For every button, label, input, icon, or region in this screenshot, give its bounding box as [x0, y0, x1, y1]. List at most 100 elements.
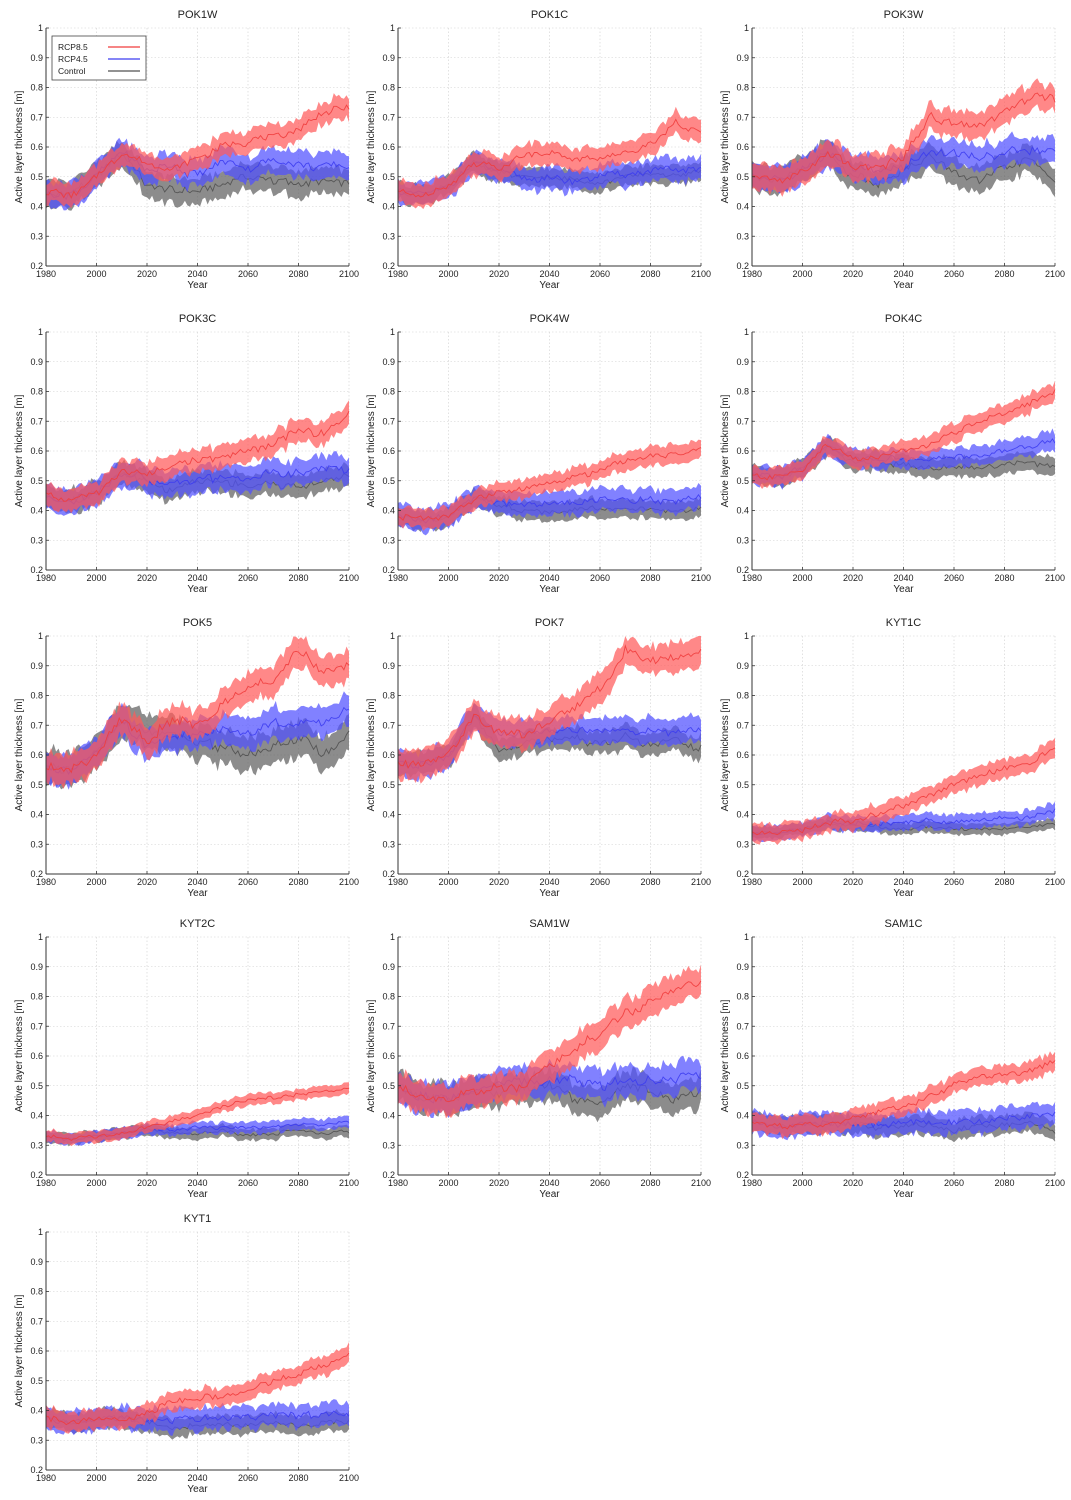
y-tick-label: 0.5: [382, 780, 395, 790]
y-axis-label: Active layer thickness [m]: [366, 999, 377, 1112]
band-rcp45: [46, 1399, 349, 1436]
y-tick-label: 0.5: [30, 1081, 43, 1091]
x-tick-label: 2020: [137, 1473, 157, 1483]
y-tick-label: 1: [744, 23, 749, 33]
y-tick-label: 0.6: [30, 1346, 43, 1356]
x-tick-label: 1980: [36, 1178, 56, 1188]
x-tick-label: 2060: [944, 573, 964, 583]
x-tick-label: 2000: [792, 573, 812, 583]
x-tick-label: 2100: [691, 1178, 711, 1188]
legend-box: [51, 35, 147, 81]
legend-label: Control: [58, 66, 86, 76]
y-tick-label: 0.2: [30, 261, 43, 271]
y-tick-label: 0.9: [30, 661, 43, 671]
legend: RCP8.5 RCP4.5 Control: [51, 35, 147, 81]
y-tick-label: 0.9: [382, 962, 395, 972]
x-tick-label: 2100: [1045, 877, 1065, 887]
y-tick-label: 0.4: [30, 506, 43, 516]
y-tick-label: 0.3: [30, 839, 43, 849]
y-tick-label: 0.6: [382, 446, 395, 456]
x-tick-label: 2040: [893, 1178, 913, 1188]
series-line-rcp85: [45, 1087, 350, 1142]
x-axis-label: Year: [187, 280, 208, 291]
x-tick-label: 2080: [288, 573, 308, 583]
x-tick-label: 2080: [288, 1178, 308, 1188]
x-tick-label: 2040: [539, 269, 559, 279]
y-axis-label: Active layer thickness [m]: [720, 698, 731, 811]
panel-title: POK3C: [179, 313, 216, 325]
y-tick-label: 1: [38, 631, 43, 641]
x-tick-label: 2080: [640, 1178, 660, 1188]
y-axis-label: Active layer thickness [m]: [720, 394, 731, 507]
y-tick-label: 0.3: [30, 1435, 43, 1445]
band-rcp85: [752, 78, 1055, 197]
band-rcp85: [46, 400, 349, 514]
y-tick-label: 0.3: [30, 231, 43, 241]
x-tick-label: 2060: [590, 877, 610, 887]
chart-panel-sam1w: 0.2 0.3 0.4 0.5 0.6 0.7 0.8 0.9 1 1980 2000 2020 204…: [366, 918, 711, 1200]
y-tick-label: 1: [390, 932, 395, 942]
band-rcp45: [752, 801, 1055, 842]
x-tick-label: 2020: [843, 573, 863, 583]
series-line-rcp85: [751, 92, 1056, 184]
y-tick-label: 0.8: [382, 691, 395, 701]
x-tick-label: 2040: [187, 877, 207, 887]
x-tick-label: 1980: [388, 573, 408, 583]
y-tick-label: 0.2: [736, 261, 749, 271]
y-tick-label: 0.9: [30, 1257, 43, 1267]
y-tick-label: 1: [744, 631, 749, 641]
x-tick-label: 2100: [1045, 1178, 1065, 1188]
x-tick-label: 2080: [994, 269, 1014, 279]
x-axis-label: Year: [187, 584, 208, 595]
panel-title: POK4C: [885, 313, 922, 325]
x-tick-label: 2040: [539, 877, 559, 887]
y-tick-label: 0.5: [30, 172, 43, 182]
x-tick-label: 2020: [489, 269, 509, 279]
chart-panel-pok3c: 0.2 0.3 0.4 0.5 0.6 0.7 0.8 0.9 1 1980 2000 2020 204…: [14, 313, 359, 595]
y-tick-label: 0.9: [382, 357, 395, 367]
y-axis-label: Active layer thickness [m]: [14, 999, 25, 1112]
series-line-rcp85: [45, 104, 350, 199]
chart-panel-kyt1c: 0.2 0.3 0.4 0.5 0.6 0.7 0.8 0.9 1 1980 2000 2020 204…: [720, 617, 1065, 899]
y-tick-label: 0.6: [382, 750, 395, 760]
x-tick-label: 2020: [489, 573, 509, 583]
series-line-rcp85: [45, 650, 350, 774]
x-tick-label: 2000: [438, 877, 458, 887]
x-tick-label: 2000: [438, 269, 458, 279]
x-axis-label: Year: [539, 280, 560, 291]
y-tick-label: 0.7: [30, 720, 43, 730]
band-rcp85: [752, 380, 1055, 489]
y-tick-label: 0.6: [736, 446, 749, 456]
x-tick-label: 2100: [1045, 573, 1065, 583]
x-tick-label: 2100: [339, 1178, 359, 1188]
y-axis-label: Active layer thickness [m]: [14, 1294, 25, 1407]
x-tick-label: 2040: [187, 269, 207, 279]
y-axis-label: Active layer thickness [m]: [366, 394, 377, 507]
x-axis-label: Year: [187, 888, 208, 899]
x-tick-label: 1980: [36, 877, 56, 887]
y-tick-label: 0.9: [30, 357, 43, 367]
y-tick-label: 0.9: [382, 661, 395, 671]
y-tick-label: 0.4: [382, 202, 395, 212]
y-tick-label: 0.6: [382, 142, 395, 152]
x-tick-label: 2000: [86, 877, 106, 887]
band-rcp85: [752, 1051, 1055, 1140]
y-tick-label: 1: [744, 327, 749, 337]
y-axis-label: Active layer thickness [m]: [14, 394, 25, 507]
x-axis-label: Year: [893, 888, 914, 899]
series-line-rcp85: [45, 410, 350, 502]
x-tick-label: 2060: [238, 1178, 258, 1188]
chart-panel-pok1w: 0.2 0.3 0.4 0.5 0.6 0.7 0.8 0.9 1 1980 2000 2020 204…: [14, 9, 359, 291]
y-tick-label: 0.9: [382, 53, 395, 63]
y-tick-label: 0.9: [736, 962, 749, 972]
x-tick-label: 2020: [137, 269, 157, 279]
chart-panel-pok7: 0.2 0.3 0.4 0.5 0.6 0.7 0.8 0.9 1 1980 2000 2020 204…: [366, 617, 711, 899]
y-tick-label: 0.6: [30, 1051, 43, 1061]
y-tick-label: 0.3: [736, 1140, 749, 1150]
y-tick-label: 0.2: [382, 1170, 395, 1180]
y-tick-label: 1: [38, 1227, 43, 1237]
series-line-rcp85: [751, 747, 1056, 836]
y-tick-label: 0.2: [30, 565, 43, 575]
y-tick-label: 0.2: [736, 1170, 749, 1180]
